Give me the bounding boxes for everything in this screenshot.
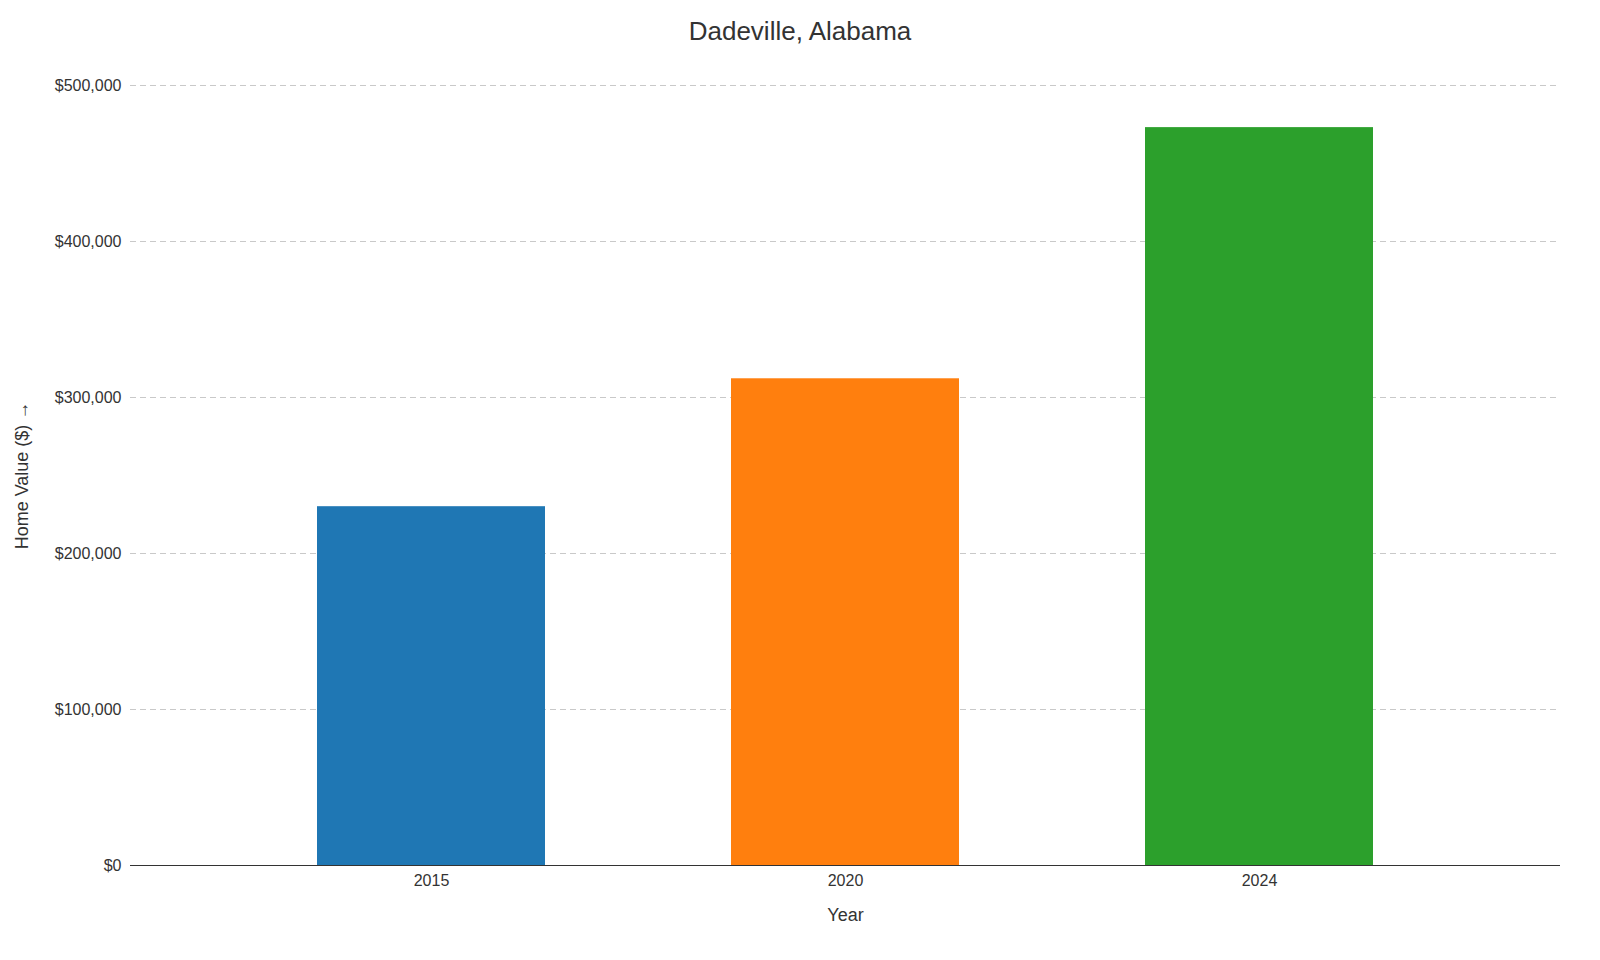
svg-text:Home Value ($) →: Home Value ($) →	[12, 402, 32, 550]
svg-text:$100,000: $100,000	[55, 701, 122, 718]
svg-text:2024: 2024	[1242, 872, 1278, 889]
html-text:Dadeville, Alabama: Dadeville, Alabama	[688, 16, 912, 46]
svg-text:2015: 2015	[414, 872, 450, 889]
svg-text:$0: $0	[104, 857, 122, 874]
svg-text:$500,000: $500,000	[55, 77, 122, 94]
svg-text:$400,000: $400,000	[55, 233, 122, 250]
svg-text:$300,000: $300,000	[55, 389, 122, 406]
svg-text:Year: Year	[827, 905, 863, 925]
svg-text:2020: 2020	[828, 872, 864, 889]
svg-text:$200,000: $200,000	[55, 545, 122, 562]
